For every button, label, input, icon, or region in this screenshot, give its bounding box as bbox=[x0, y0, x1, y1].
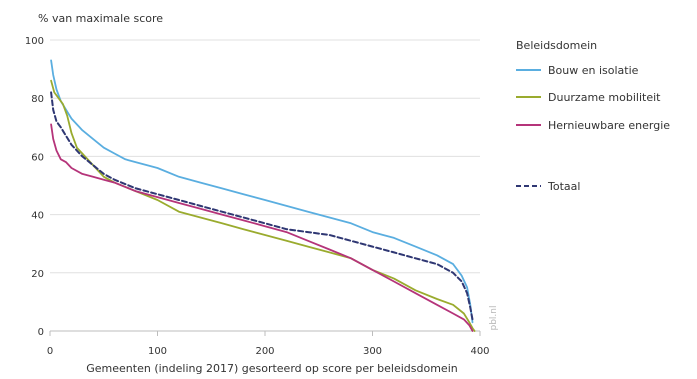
x-tick-label: 300 bbox=[363, 346, 382, 357]
legend-label: Bouw en isolatie bbox=[548, 64, 639, 77]
legend-title: Beleidsdomein bbox=[516, 39, 597, 52]
legend-label: Totaal bbox=[547, 180, 580, 193]
x-tick-label: 400 bbox=[470, 346, 489, 357]
y-axis-ticks: 0 20 40 60 80 100 bbox=[25, 36, 44, 338]
grid-lines bbox=[50, 39, 480, 274]
series-line-hernieuwbare-energie bbox=[50, 123, 474, 332]
legend-label: Hernieuwbare energie bbox=[548, 119, 670, 132]
y-tick-label: 20 bbox=[31, 269, 44, 280]
source-label: pbl.nl bbox=[489, 306, 499, 331]
legend: Beleidsdomein Bouw en isolatie Duurzame m… bbox=[516, 39, 670, 193]
y-tick-label: 0 bbox=[38, 327, 44, 338]
x-tick-label: 200 bbox=[255, 346, 274, 357]
y-tick-label: 100 bbox=[25, 36, 44, 47]
series-layer bbox=[50, 59, 476, 332]
y-tick-label: 80 bbox=[31, 94, 44, 105]
y-tick-label: 60 bbox=[31, 152, 44, 163]
x-tick-label: 0 bbox=[47, 346, 53, 357]
x-tick-label: 100 bbox=[148, 346, 167, 357]
legend-label: Duurzame mobiliteit bbox=[548, 91, 661, 104]
x-axis-label: Gemeenten (indeling 2017) gesorteerd op … bbox=[86, 362, 457, 375]
y-tick-label: 40 bbox=[31, 211, 44, 222]
series-line-bouw-en-isolatie bbox=[50, 59, 474, 324]
series-line-duurzame-mobiliteit bbox=[50, 79, 476, 332]
x-axis-ticks: 0 100 200 300 400 bbox=[47, 331, 490, 357]
y-axis-label: % van maximale score bbox=[38, 12, 163, 25]
series-line-totaal bbox=[50, 91, 474, 321]
